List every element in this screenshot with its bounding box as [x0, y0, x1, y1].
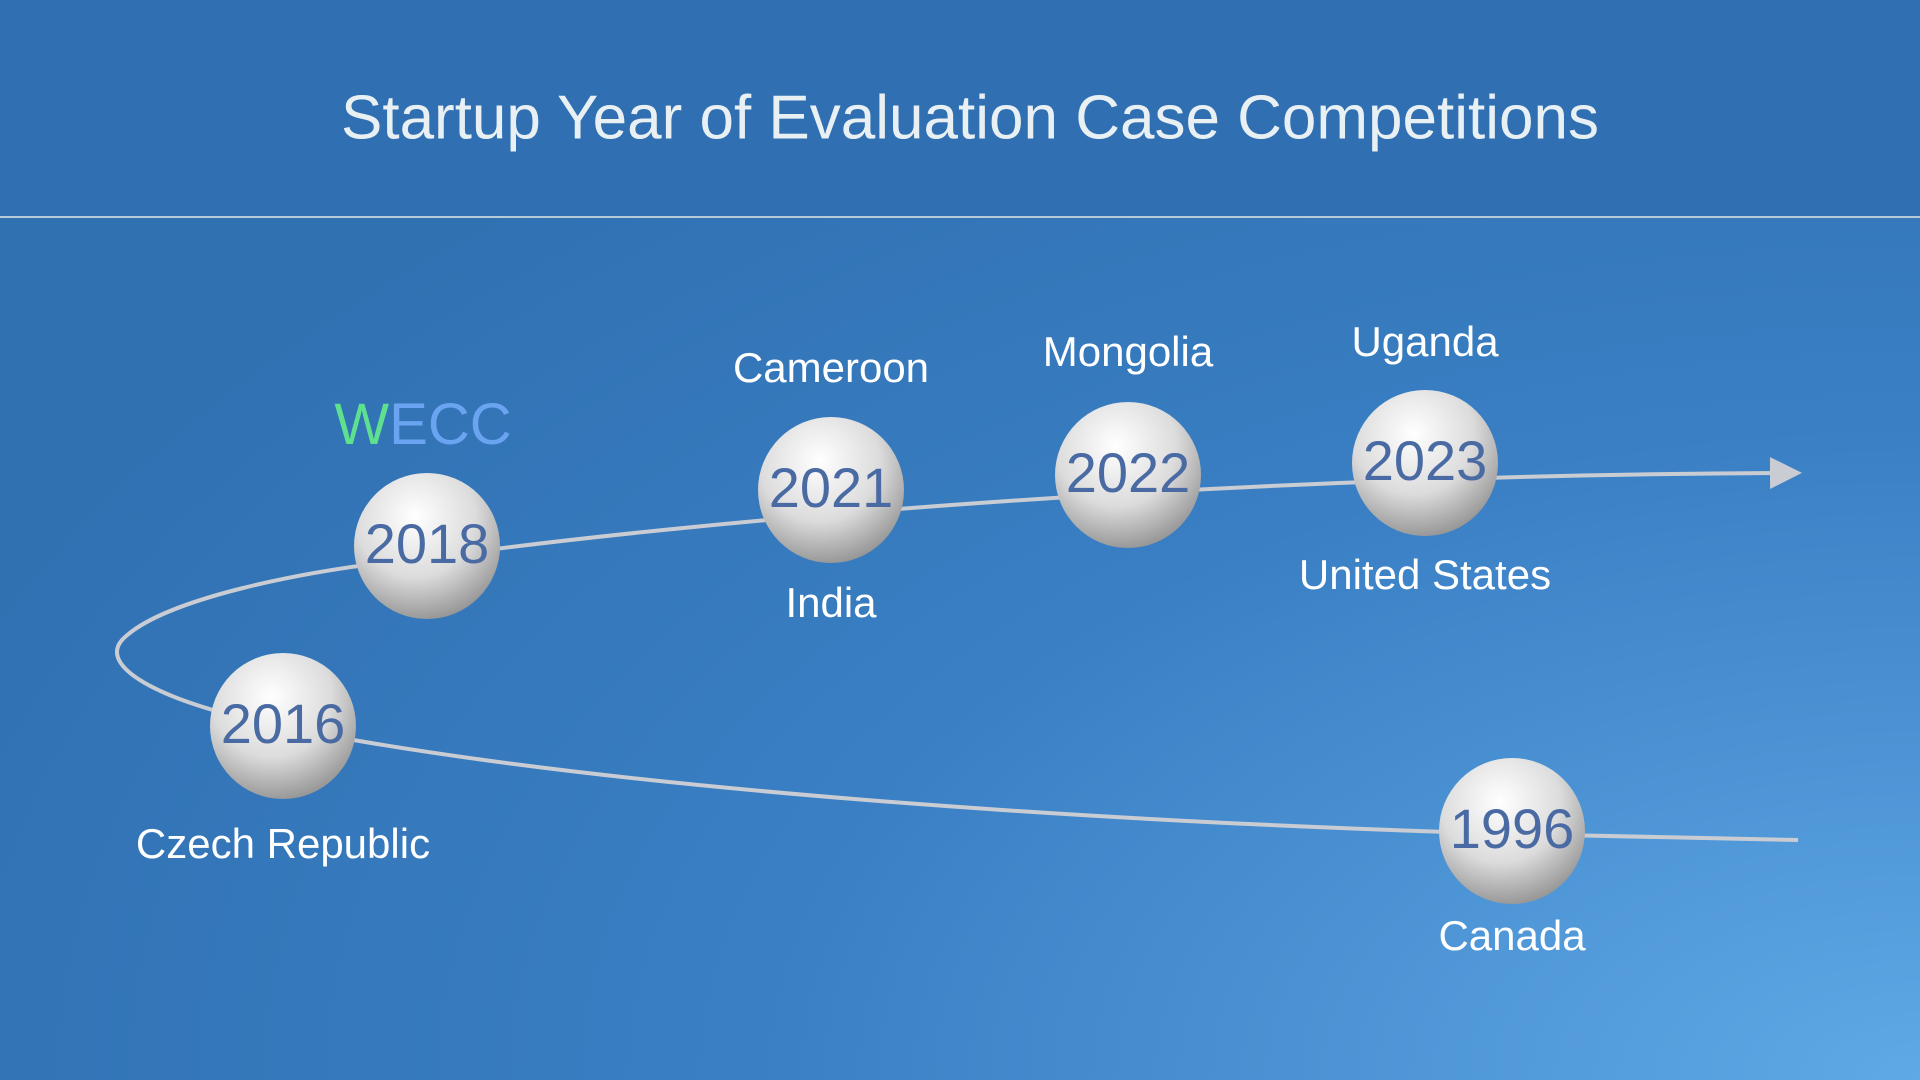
node-year: 2021 [769, 456, 894, 519]
label-above: Mongolia [1043, 328, 1214, 375]
label-below: Czech Republic [136, 820, 430, 867]
label-below: Canada [1438, 912, 1586, 959]
node-tag: WECC [334, 392, 511, 457]
tag-part: W [334, 392, 389, 457]
label-above: Cameroon [733, 344, 929, 391]
node-sphere [1055, 402, 1201, 548]
node-sphere [1352, 390, 1498, 536]
node-year: 2016 [221, 692, 346, 755]
label-above: Uganda [1351, 318, 1499, 365]
node-sphere [758, 417, 904, 563]
header-band [0, 0, 1920, 216]
title: Startup Year of Evaluation Case Competit… [341, 83, 1599, 152]
node-year: 2018 [365, 512, 490, 575]
node-year: 2022 [1066, 441, 1191, 504]
node-sphere [354, 473, 500, 619]
timeline-curve [115, 457, 1802, 842]
node-sphere [1439, 758, 1585, 904]
tag-part: ECC [389, 392, 511, 457]
label-below: United States [1299, 551, 1551, 598]
node-sphere [210, 653, 356, 799]
node-year: 1996 [1450, 797, 1575, 860]
nodes: 2016 Czech Republic 2018 WECC 2021 Cameroon In… [136, 318, 1586, 959]
label-below: India [785, 579, 877, 626]
node-year: 2023 [1363, 429, 1488, 492]
